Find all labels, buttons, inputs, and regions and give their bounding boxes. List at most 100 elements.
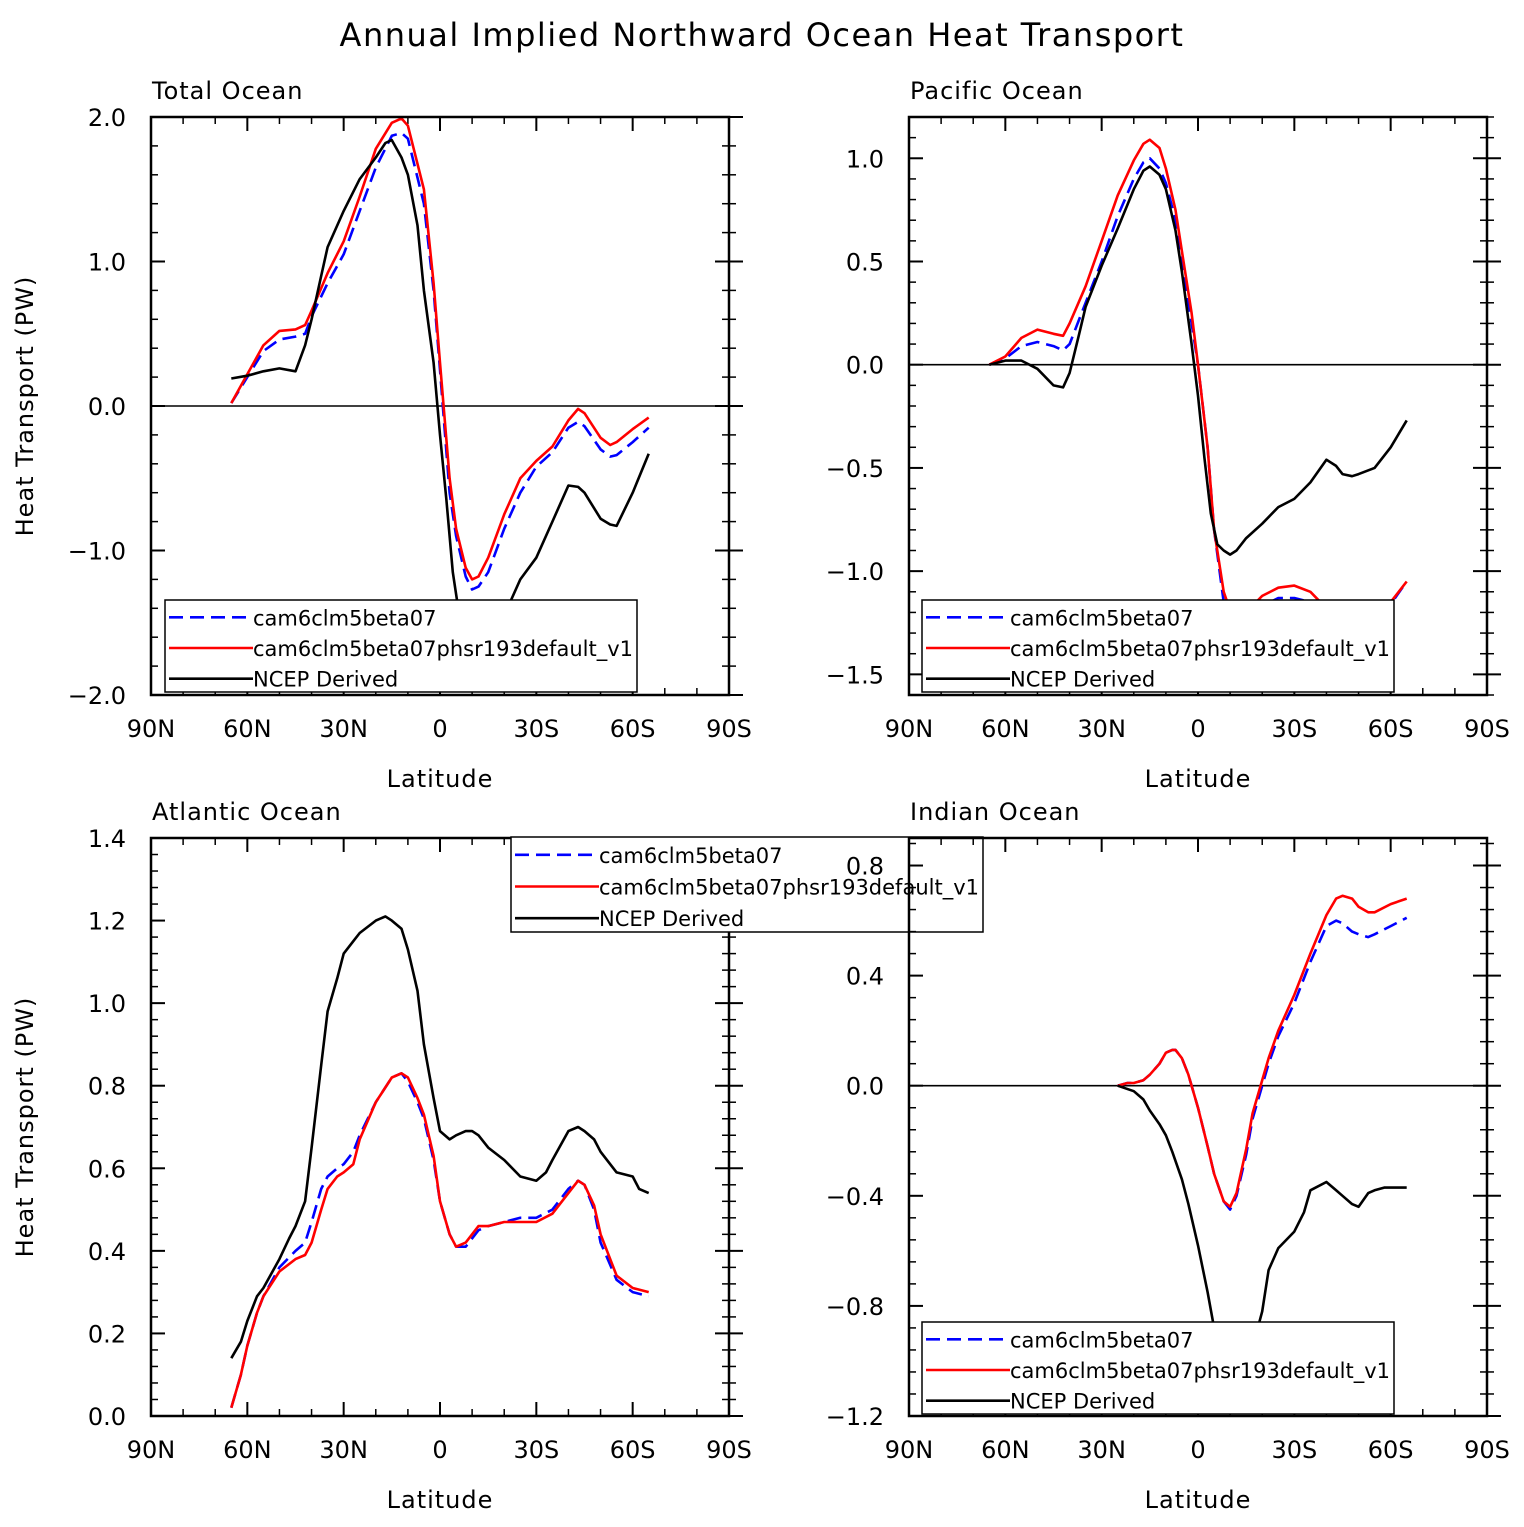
series-line-cam6clm5beta07 [230, 1072, 650, 1409]
x-tick-label: 60S [610, 1436, 656, 1464]
legend-box [164, 599, 638, 693]
legend-label: NCEP Derived [1010, 1390, 1155, 1414]
y-tick-label: −1.2 [826, 1403, 884, 1431]
legend-box [510, 836, 984, 933]
legend: cam6clm5beta07 cam6clm5beta07phsr193defau… [921, 1321, 1395, 1415]
x-tick-label: 90S [706, 1436, 752, 1464]
y-tick-label: 0.8 [88, 1073, 126, 1101]
x-tick-label: 60N [223, 715, 272, 743]
legend: cam6clm5beta07 cam6clm5beta07phsr193defau… [510, 836, 984, 933]
x-tick-label: 90N [127, 715, 176, 743]
x-axis-label: Latitude [1145, 765, 1252, 793]
y-tick-label: 0.0 [88, 1403, 126, 1431]
plot-frame [149, 836, 731, 1418]
series-line-ncep-derived [988, 165, 1408, 556]
legend-label: NCEP Derived [1010, 668, 1155, 692]
x-tick-label: 30N [319, 1436, 368, 1464]
y-tick-label: 0.2 [88, 1320, 126, 1348]
x-tick-label: 60N [223, 1436, 272, 1464]
x-tick-label: 90S [706, 715, 752, 743]
y-tick-label: 1.0 [88, 990, 126, 1018]
page-title: Annual Implied Northward Ocean Heat Tran… [340, 16, 1185, 54]
legend-label: cam6clm5beta07 [1010, 1328, 1194, 1352]
chart-panel-1: 90N 60N 30N 0 30S 60S 90S −2.0 −1.0 0.0 1.0 2.0 Tota… [11, 77, 752, 793]
x-tick-label: 30S [513, 1436, 559, 1464]
x-tick-label: 0 [1190, 1436, 1205, 1464]
legend-label: cam6clm5beta07 [599, 844, 783, 868]
series-line-cam6clm5beta07phsr193default-v1 [1117, 894, 1408, 1209]
legend-label: NCEP Derived [599, 907, 744, 931]
y-tick-label: 0.6 [88, 1155, 126, 1183]
x-tick-label: 30N [1077, 715, 1126, 743]
y-tick-label: 1.0 [846, 145, 884, 173]
x-tick-label: 60N [981, 1436, 1030, 1464]
x-tick-label: 30S [1271, 1436, 1317, 1464]
plot-frame [907, 836, 1489, 1418]
legend-label: cam6clm5beta07 [253, 606, 437, 630]
chart-panel-3: 90N 60N 30N 0 30S 60S 90S 0.0 0.2 0.4 0.6 0.8 1.0 1.2… [11, 798, 984, 1514]
x-axis-label: Latitude [387, 1486, 494, 1514]
x-tick-label: 0 [1190, 715, 1205, 743]
x-tick-label: 90N [127, 1436, 176, 1464]
series-line-ncep-derived [231, 138, 650, 646]
x-axis-label: Latitude [387, 765, 494, 793]
x-tick-label: 0 [432, 715, 447, 743]
legend-box [921, 1321, 1395, 1415]
legend-label: cam6clm5beta07phsr193default_v1 [599, 876, 979, 901]
y-tick-label: 1.2 [88, 908, 126, 936]
legend-label: cam6clm5beta07 [1010, 606, 1194, 630]
y-tick-label: 0.5 [846, 249, 884, 277]
y-tick-label: 0.0 [88, 393, 126, 421]
x-tick-label: 90N [885, 1436, 934, 1464]
x-axis-label: Latitude [1145, 1486, 1252, 1514]
legend: cam6clm5beta07 cam6clm5beta07phsr193defau… [921, 599, 1395, 693]
plot-frame [149, 115, 731, 697]
x-tick-label: 30S [513, 715, 559, 743]
series-line-cam6clm5beta07phsr193default-v1 [230, 117, 650, 581]
panel-title: Total Ocean [151, 77, 303, 105]
legend: cam6clm5beta07 cam6clm5beta07phsr193defau… [164, 599, 638, 693]
y-tick-label: −0.8 [826, 1293, 884, 1321]
y-tick-label: −2.0 [68, 682, 126, 710]
series-line-ncep-derived [230, 915, 650, 1359]
panel-title: Indian Ocean [910, 798, 1081, 826]
y-tick-label: 1.4 [88, 825, 126, 853]
x-tick-label: 90N [885, 715, 934, 743]
chart-panel-2: 90N 60N 30N 0 30S 60S 90S −1.5 −1.0 −0.5 0.0 0.5 1.0… [826, 77, 1510, 793]
legend-label: cam6clm5beta07phsr193default_v1 [1010, 1359, 1390, 1384]
y-axis-label: Heat Transport (PW) [11, 276, 39, 537]
series-line-cam6clm5beta07 [230, 131, 650, 591]
series-line-cam6clm5beta07 [1117, 916, 1408, 1211]
plot-frame [907, 115, 1489, 697]
y-tick-label: −1.5 [826, 661, 884, 689]
x-tick-label: 30N [1077, 1436, 1126, 1464]
x-tick-label: 60S [610, 715, 656, 743]
y-tick-label: 2.0 [88, 104, 126, 132]
y-tick-label: 0.4 [846, 963, 884, 991]
chart-panels: 90N 60N 30N 0 30S 60S 90S −2.0 −1.0 0.0 1.0 2.0 Tota… [11, 77, 1510, 1514]
legend-label: NCEP Derived [253, 668, 398, 692]
x-tick-label: 60S [1368, 715, 1414, 743]
y-axis-label: Heat Transport (PW) [11, 997, 39, 1258]
panel-title: Atlantic Ocean [152, 798, 342, 826]
series-line-cam6clm5beta07phsr193default-v1 [230, 1072, 650, 1409]
legend-box [921, 599, 1395, 693]
y-tick-label: 0.0 [846, 1073, 884, 1101]
legend-label: cam6clm5beta07phsr193default_v1 [1010, 637, 1390, 662]
y-tick-label: −0.5 [826, 455, 884, 483]
x-tick-label: 90S [1464, 1436, 1510, 1464]
y-tick-label: −1.0 [68, 538, 126, 566]
y-tick-label: 0.8 [846, 853, 884, 881]
y-tick-label: 0.4 [88, 1238, 126, 1266]
chart-panel-4: 90N 60N 30N 0 30S 60S 90S −1.2 −0.8 −0.4 0.0 0.4 0.8… [826, 798, 1510, 1514]
x-tick-label: 30N [319, 715, 368, 743]
legend-label: cam6clm5beta07phsr193default_v1 [253, 637, 633, 662]
y-tick-label: −0.4 [826, 1183, 884, 1211]
x-tick-label: 60S [1368, 1436, 1414, 1464]
x-tick-label: 60N [981, 715, 1030, 743]
x-tick-label: 30S [1271, 715, 1317, 743]
x-tick-label: 0 [432, 1436, 447, 1464]
y-tick-label: −1.0 [826, 558, 884, 586]
y-tick-label: 1.0 [88, 249, 126, 277]
